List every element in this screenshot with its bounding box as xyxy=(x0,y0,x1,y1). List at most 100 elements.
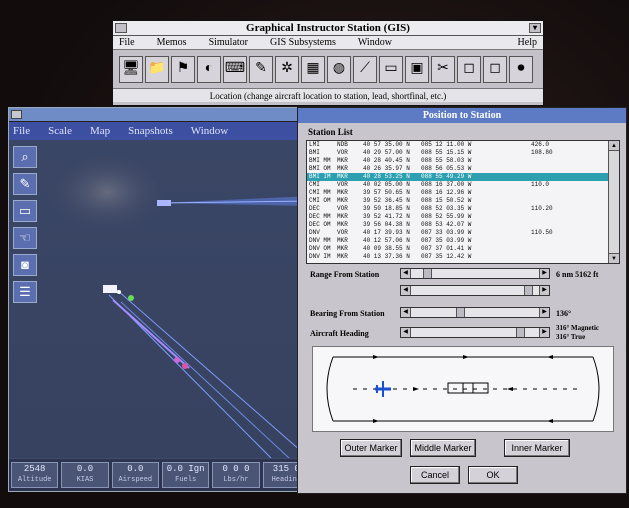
panel-icon[interactable]: ▦ xyxy=(301,55,325,83)
system-menu-icon[interactable] xyxy=(115,23,127,33)
station-row[interactable]: DNV MM MKR 40 12 57.06 N 087 35 03.99 W xyxy=(307,237,619,245)
heading-slider[interactable]: ◀ ▶ xyxy=(400,327,550,338)
record-icon[interactable]: ⏺ xyxy=(509,55,533,83)
station-row[interactable]: BMI IM MKR 40 28 53.25 N 088 55 49.29 W xyxy=(307,173,619,181)
menu-scale[interactable]: Scale xyxy=(48,125,72,137)
marker-beacon-outer[interactable] xyxy=(128,295,134,301)
station-row[interactable]: DNV OM MKR 40 09 38.55 N 087 37 01.41 W xyxy=(307,245,619,253)
station-row[interactable]: DEC VOR 39 50 18.85 N 088 52 03.35 W 110.20 xyxy=(307,205,619,213)
keyboard-icon[interactable]: ⌨ xyxy=(223,55,247,83)
slider-thumb[interactable] xyxy=(515,328,525,337)
station-list-label: Station List xyxy=(308,127,353,137)
pen-icon[interactable]: ✎ xyxy=(249,55,273,83)
station-lat: 40 29 57.00 N xyxy=(363,149,410,156)
scissors-icon[interactable]: ✂ xyxy=(431,55,455,83)
middle-marker-button[interactable]: Middle Marker xyxy=(410,439,476,457)
minimize-icon[interactable]: ▾ xyxy=(529,23,541,33)
menu-snapshots[interactable]: Snapshots xyxy=(128,125,173,137)
slider-thumb[interactable] xyxy=(422,269,432,278)
station-type: MKR xyxy=(337,237,348,244)
slider-left-arrow-icon[interactable]: ◀ xyxy=(401,286,411,295)
scroll-down-icon[interactable]: ▼ xyxy=(609,253,619,263)
camera-icon[interactable]: ◙ xyxy=(13,254,37,276)
menu-help[interactable]: Help xyxy=(517,37,537,48)
range-slider[interactable]: ◀ ▶ xyxy=(400,268,550,279)
landscape-icon[interactable]: ▭ xyxy=(379,55,403,83)
station-list-scrollbar[interactable]: ▲ ▼ xyxy=(608,141,619,263)
pencil-icon[interactable]: ✎ xyxy=(13,173,37,195)
station-lon: 088 55 58.03 W xyxy=(421,157,472,164)
station-list[interactable]: LMI NDB 40 57 35.00 N 085 12 11.00 W 426.0 BM… xyxy=(306,140,620,264)
slider-left-arrow-icon[interactable]: ◀ xyxy=(401,308,411,317)
station-id: BMI MM xyxy=(309,157,331,164)
map-canvas[interactable]: ⌕ ✎ ▭ ☜ ◙ ☰ xyxy=(9,140,313,459)
station-lat: 40 28 53.25 N xyxy=(363,173,410,180)
menu-window[interactable]: Window xyxy=(357,37,392,48)
runway-diagram xyxy=(312,346,614,432)
layers-icon[interactable]: ☰ xyxy=(13,281,37,303)
menu-file[interactable]: File xyxy=(13,125,31,137)
system-menu-icon[interactable] xyxy=(11,110,22,119)
menu-simulator[interactable]: Simulator xyxy=(208,37,249,48)
slider-left-arrow-icon[interactable]: ◀ xyxy=(401,328,411,337)
earth-icon[interactable]: ◍ xyxy=(327,55,351,83)
status-label: Airspeed xyxy=(118,476,153,484)
folder-icon[interactable]: 📁 xyxy=(145,55,169,83)
gear-icon[interactable]: ✲ xyxy=(275,55,299,83)
menu-window[interactable]: Window xyxy=(190,125,229,137)
scroll-up-icon[interactable]: ▲ xyxy=(609,141,619,151)
station-row[interactable]: DNV VOR 40 17 39.93 N 087 33 03.99 W 110.50 xyxy=(307,229,619,237)
menu-file[interactable]: File xyxy=(119,37,135,48)
station-row[interactable]: DEC OM MKR 39 56 04.38 N 088 53 42.07 W xyxy=(307,221,619,229)
station-freq xyxy=(531,197,607,205)
status-value: 0 0 0 xyxy=(222,464,250,474)
eraser-icon[interactable]: ▭ xyxy=(13,200,37,222)
station-row[interactable]: CMI VOR 40 02 05.00 N 088 16 37.00 W 110.0 xyxy=(307,181,619,189)
graph-icon[interactable]: ⟋ xyxy=(353,55,377,83)
ok-button[interactable]: OK xyxy=(468,466,518,484)
station-lon: 087 37 01.41 W xyxy=(421,245,472,252)
menu-map[interactable]: Map xyxy=(89,125,111,137)
hand-icon[interactable]: ☜ xyxy=(13,227,37,249)
marker-beacon-middle[interactable] xyxy=(174,357,180,363)
range-fine-slider[interactable]: ◀ ▶ xyxy=(400,285,550,296)
station-lat: 40 09 38.55 N xyxy=(363,245,410,252)
station-id: BMI xyxy=(309,149,320,156)
disabled-icon[interactable]: ◻ xyxy=(483,55,507,83)
flag-icon[interactable]: ⚑ xyxy=(171,55,195,83)
slider-right-arrow-icon[interactable]: ▶ xyxy=(539,269,549,278)
station-id: DNV OM xyxy=(309,245,331,252)
menu-memos[interactable]: Memos xyxy=(156,37,187,48)
map-toolbox: ⌕ ✎ ▭ ☜ ◙ ☰ xyxy=(13,146,39,308)
monitor-icon[interactable]: ▣ xyxy=(405,55,429,83)
slider-thumb[interactable] xyxy=(456,308,466,317)
station-row[interactable]: BMI VOR 40 29 57.00 N 088 55 15.15 W 108.80 xyxy=(307,149,619,157)
station-row[interactable]: CMI MM MKR 39 57 50.65 N 088 16 12.96 W xyxy=(307,189,619,197)
inner-marker-button[interactable]: Inner Marker xyxy=(504,439,570,457)
aircraft-icon[interactable] xyxy=(103,285,117,293)
slider-right-arrow-icon[interactable]: ▶ xyxy=(539,308,549,317)
slider-thumb[interactable] xyxy=(524,286,534,295)
zoom-icon[interactable]: ⌕ xyxy=(13,146,37,168)
computer-icon[interactable]: 🖥 xyxy=(119,55,143,83)
marker-beacon-inner[interactable] xyxy=(182,363,188,369)
station-lat: 40 12 57.06 N xyxy=(363,237,410,244)
slider-right-arrow-icon[interactable]: ▶ xyxy=(539,328,549,337)
station-row[interactable]: DNV IM MKR 40 13 37.36 N 087 35 12.42 W xyxy=(307,253,619,261)
menu-gis-subsystems[interactable]: GIS Subsystems xyxy=(270,37,336,48)
station-row[interactable]: BMI OM MKR 40 26 35.97 N 088 56 05.53 W xyxy=(307,165,619,173)
slider-left-arrow-icon[interactable]: ◀ xyxy=(401,269,411,278)
slider-right-arrow-icon[interactable]: ▶ xyxy=(539,286,549,295)
station-row[interactable]: BMI MM MKR 40 28 40.45 N 088 55 58.03 W xyxy=(307,157,619,165)
station-row[interactable]: LMI NDB 40 57 35.00 N 085 12 11.00 W 426.0 xyxy=(307,141,619,149)
station-row[interactable]: CMI OM MKR 39 52 36.45 N 088 15 50.52 W xyxy=(307,197,619,205)
station-row[interactable]: DEC MM MKR 39 52 41.72 N 088 52 55.99 W xyxy=(307,213,619,221)
globe-icon[interactable]: ◐ xyxy=(197,55,221,83)
outer-marker-button[interactable]: Outer Marker xyxy=(340,439,402,457)
bearing-slider[interactable]: ◀ ▶ xyxy=(400,307,550,318)
station-lon: 088 55 49.29 W xyxy=(421,173,472,180)
station-id: BMI IM xyxy=(309,173,331,180)
disabled-icon[interactable]: ◻ xyxy=(457,55,481,83)
cancel-button[interactable]: Cancel xyxy=(410,466,460,484)
station-symbol[interactable] xyxy=(157,200,171,206)
